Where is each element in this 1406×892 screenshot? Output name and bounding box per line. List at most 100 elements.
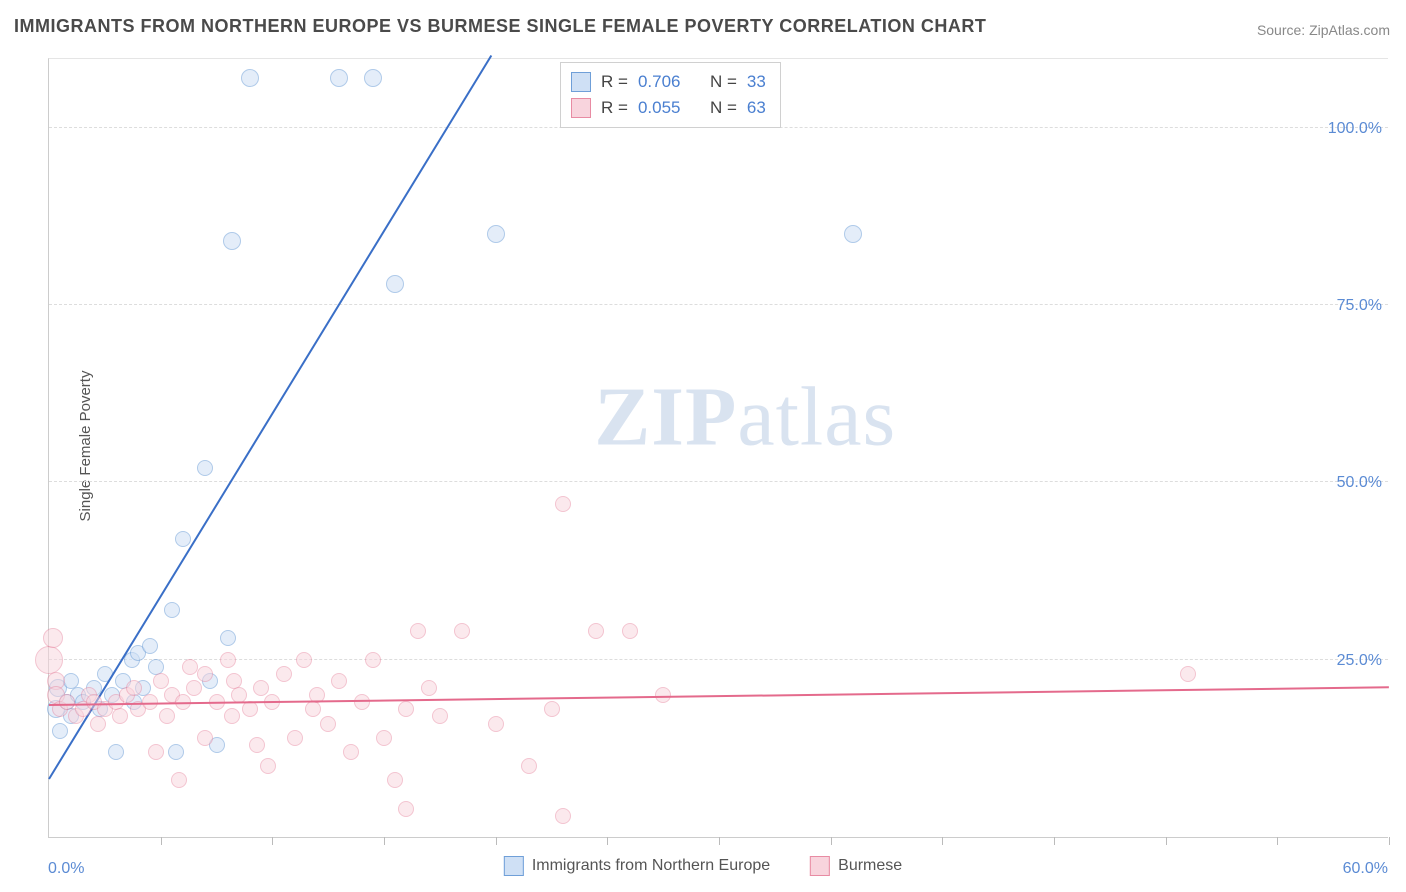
swatch-burmese — [810, 856, 830, 876]
scatter-point-northern_europe — [175, 531, 191, 547]
x-tick — [496, 837, 497, 845]
legend-item-northern-europe: Immigrants from Northern Europe — [504, 856, 770, 876]
n-label: N = — [710, 95, 737, 121]
r-label: R = — [601, 69, 628, 95]
legend-item-burmese: Burmese — [810, 856, 902, 876]
stats-row-burmese: R = 0.055 N = 63 — [571, 95, 766, 121]
y-tick-label: 50.0% — [1337, 474, 1382, 492]
n-value-burmese: 63 — [747, 95, 766, 121]
x-tick — [719, 837, 720, 845]
gridline-h — [49, 304, 1388, 305]
swatch-northern-europe — [504, 856, 524, 876]
scatter-point-burmese — [398, 801, 414, 817]
scatter-point-burmese — [376, 730, 392, 746]
x-tick — [1054, 837, 1055, 845]
x-tick — [161, 837, 162, 845]
x-tick — [831, 837, 832, 845]
gridline-h — [49, 481, 1388, 482]
scatter-point-northern_europe — [241, 69, 259, 87]
x-tick — [384, 837, 385, 845]
scatter-point-northern_europe — [52, 723, 68, 739]
trend-line-northern_europe — [48, 55, 492, 779]
r-value-burmese: 0.055 — [638, 95, 681, 121]
scatter-point-burmese — [365, 652, 381, 668]
scatter-point-burmese — [197, 666, 213, 682]
scatter-point-burmese — [182, 659, 198, 675]
plot-area: ZIPatlas — [48, 58, 1388, 838]
scatter-point-northern_europe — [108, 744, 124, 760]
trend-line-burmese — [49, 686, 1389, 706]
scatter-point-northern_europe — [220, 630, 236, 646]
r-label: R = — [601, 95, 628, 121]
scatter-point-burmese — [622, 623, 638, 639]
n-value-northern-europe: 33 — [747, 69, 766, 95]
scatter-point-burmese — [224, 708, 240, 724]
scatter-point-burmese — [242, 701, 258, 717]
swatch-burmese — [571, 98, 591, 118]
scatter-point-burmese — [555, 808, 571, 824]
legend-label-burmese: Burmese — [838, 857, 902, 875]
scatter-point-northern_europe — [364, 69, 382, 87]
y-tick-label: 100.0% — [1328, 120, 1382, 138]
scatter-point-burmese — [253, 680, 269, 696]
scatter-point-burmese — [43, 628, 63, 648]
scatter-point-burmese — [544, 701, 560, 717]
scatter-point-burmese — [171, 772, 187, 788]
scatter-point-burmese — [186, 680, 202, 696]
scatter-point-burmese — [296, 652, 312, 668]
x-tick — [272, 837, 273, 845]
scatter-point-northern_europe — [844, 225, 862, 243]
scatter-point-northern_europe — [487, 225, 505, 243]
scatter-point-northern_europe — [330, 69, 348, 87]
y-tick-label: 25.0% — [1337, 652, 1382, 670]
scatter-point-burmese — [260, 758, 276, 774]
scatter-point-burmese — [432, 708, 448, 724]
scatter-point-burmese — [112, 708, 128, 724]
scatter-point-burmese — [343, 744, 359, 760]
bottom-legend: Immigrants from Northern Europe Burmese — [504, 856, 902, 876]
scatter-point-burmese — [588, 623, 604, 639]
x-tick — [1389, 837, 1390, 845]
scatter-point-burmese — [331, 673, 347, 689]
scatter-point-burmese — [555, 496, 571, 512]
legend-label-northern-europe: Immigrants from Northern Europe — [532, 857, 770, 875]
x-min-label: 0.0% — [48, 860, 84, 878]
scatter-point-burmese — [90, 716, 106, 732]
scatter-point-northern_europe — [168, 744, 184, 760]
source-label: Source: ZipAtlas.com — [1257, 22, 1390, 38]
r-value-northern-europe: 0.706 — [638, 69, 681, 95]
scatter-point-burmese — [153, 673, 169, 689]
scatter-point-burmese — [398, 701, 414, 717]
scatter-point-northern_europe — [223, 232, 241, 250]
scatter-point-burmese — [454, 623, 470, 639]
scatter-point-burmese — [320, 716, 336, 732]
scatter-point-burmese — [410, 623, 426, 639]
watermark: ZIPatlas — [594, 368, 896, 465]
scatter-point-burmese — [249, 737, 265, 753]
y-tick-label: 75.0% — [1337, 297, 1382, 315]
scatter-point-burmese — [305, 701, 321, 717]
stats-row-northern-europe: R = 0.706 N = 33 — [571, 69, 766, 95]
x-tick — [1277, 837, 1278, 845]
x-tick — [942, 837, 943, 845]
scatter-point-burmese — [276, 666, 292, 682]
scatter-point-burmese — [354, 694, 370, 710]
scatter-point-burmese — [521, 758, 537, 774]
scatter-point-northern_europe — [142, 638, 158, 654]
swatch-northern-europe — [571, 72, 591, 92]
scatter-point-northern_europe — [164, 602, 180, 618]
scatter-point-burmese — [387, 772, 403, 788]
scatter-point-northern_europe — [197, 460, 213, 476]
chart-title: IMMIGRANTS FROM NORTHERN EUROPE VS BURME… — [14, 16, 986, 37]
scatter-point-burmese — [159, 708, 175, 724]
scatter-point-northern_europe — [386, 275, 404, 293]
scatter-point-burmese — [220, 652, 236, 668]
n-label: N = — [710, 69, 737, 95]
scatter-point-burmese — [126, 680, 142, 696]
stats-legend-box: R = 0.706 N = 33 R = 0.055 N = 63 — [560, 62, 781, 128]
x-tick — [1166, 837, 1167, 845]
gridline-h — [49, 659, 1388, 660]
scatter-point-burmese — [421, 680, 437, 696]
scatter-point-burmese — [1180, 666, 1196, 682]
x-max-label: 60.0% — [1343, 860, 1388, 878]
